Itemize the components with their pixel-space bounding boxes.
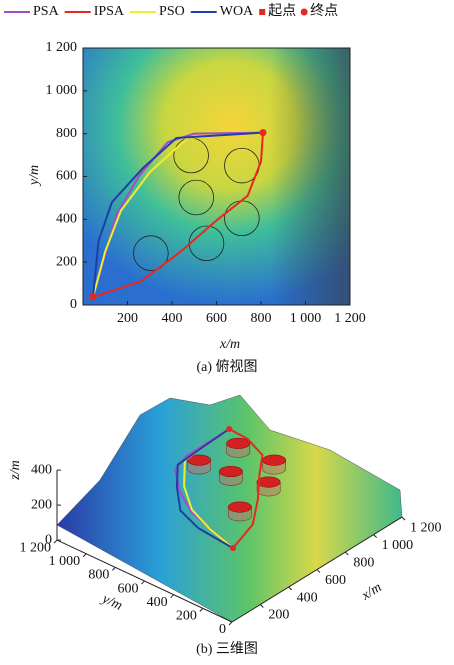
- x-tick-label: 800: [251, 311, 272, 326]
- y-tick: [82, 553, 87, 558]
- y-tick-label: 800: [56, 126, 77, 141]
- y-tick: [199, 607, 204, 612]
- y-tick-label: 1 200: [20, 540, 52, 555]
- x-tick-label: 200: [117, 311, 138, 326]
- legend-label: IPSA: [94, 4, 125, 19]
- legend-label: 终点: [310, 3, 338, 19]
- z-tick-label: 400: [31, 462, 52, 477]
- legend-label: WOA: [220, 4, 254, 19]
- legend-label: PSO: [159, 4, 185, 19]
- obstacle-top: [226, 437, 251, 449]
- z-axis-label: z/m: [8, 460, 23, 480]
- x-tick-label: 800: [353, 555, 374, 570]
- y-tick-label: 400: [56, 212, 77, 227]
- path-line-3d: [228, 428, 264, 549]
- obstacle: [178, 179, 215, 216]
- x-tick: [259, 604, 264, 608]
- y-tick: [111, 567, 116, 571]
- x-axis-label: x/m: [358, 580, 384, 604]
- x-tick: [373, 534, 378, 538]
- x-axis-label: x/m: [219, 337, 240, 352]
- path-line: [92, 132, 265, 299]
- x-tick: [401, 516, 406, 521]
- y-tick-label: 200: [56, 254, 77, 269]
- point-marker-3d: [229, 545, 236, 552]
- x-tick-label: 1 000: [290, 311, 322, 326]
- obstacle-top: [262, 454, 286, 466]
- caption: (a) 俯视图: [196, 359, 257, 375]
- obstacle-top: [218, 465, 243, 478]
- x-tick-label: 400: [297, 590, 318, 605]
- legend-label: 起点: [268, 3, 296, 19]
- y-tick-label: 600: [118, 581, 139, 596]
- y-tick-label: 400: [147, 595, 168, 610]
- x-tick-label: 600: [206, 311, 227, 326]
- x-tick: [344, 551, 349, 556]
- obstacle: [133, 235, 169, 271]
- obstacle-top: [256, 476, 281, 488]
- y-tick-label: 200: [176, 609, 197, 624]
- y-tick: [228, 621, 233, 626]
- y-tick-label: 0: [70, 297, 77, 312]
- x-tick-label: 400: [162, 311, 183, 326]
- y-tick-label: 0: [219, 622, 226, 637]
- y-axis-label: y/m: [27, 165, 42, 187]
- y-tick: [53, 539, 58, 544]
- terrain-shade: [83, 48, 350, 305]
- y-tick-label: 1 000: [49, 554, 81, 569]
- x-tick-label: 200: [268, 608, 289, 623]
- y-tick: [170, 594, 175, 599]
- y-tick-label: 800: [88, 568, 109, 583]
- point-marker-3d: [226, 425, 233, 432]
- obstacle-top: [187, 454, 211, 466]
- x-tick-label: 1 200: [334, 311, 366, 326]
- x-tick-label: 1 000: [382, 538, 414, 553]
- x-tick-label: 1 200: [410, 520, 442, 535]
- legend-swatch: [300, 8, 308, 16]
- obstacle-top: [228, 501, 252, 513]
- end-marker: [259, 129, 267, 137]
- z-tick-label: 200: [31, 497, 52, 512]
- caption: (b) 三维图: [196, 641, 258, 657]
- x-tick-label: 600: [325, 573, 346, 588]
- y-tick: [141, 580, 145, 585]
- y-tick-label: 1 000: [46, 83, 78, 98]
- y-tick-label: 1 200: [46, 40, 78, 55]
- path-line: [92, 131, 264, 298]
- x-tick: [288, 586, 293, 591]
- start-marker: [90, 294, 97, 301]
- x-tick: [316, 569, 321, 573]
- legend-label: PSA: [33, 4, 60, 19]
- y-tick-label: 600: [56, 169, 77, 184]
- path-line-3d: [175, 428, 234, 550]
- z-tick-label: 0: [45, 532, 52, 547]
- legend-swatch: [259, 9, 266, 15]
